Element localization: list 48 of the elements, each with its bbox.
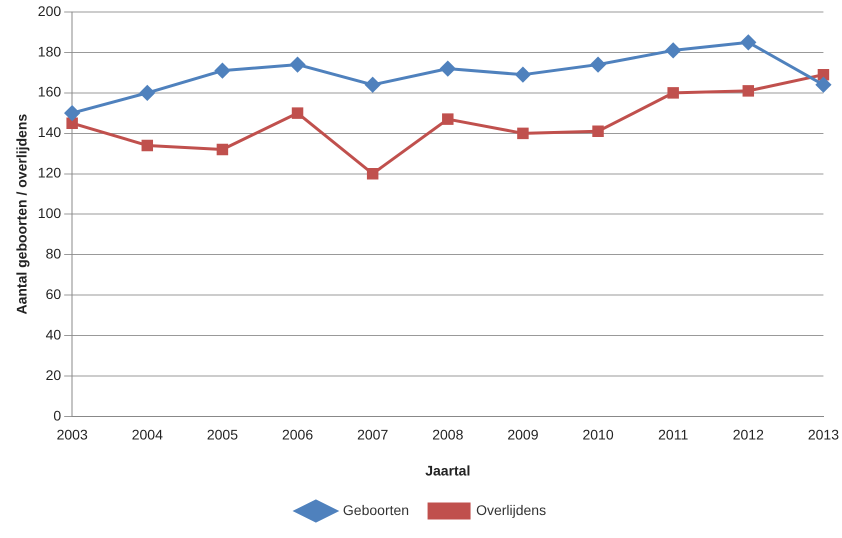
y-tick-label: 0 (53, 407, 62, 424)
x-tick-label: 2005 (206, 426, 238, 443)
x-tick-label: 2003 (56, 426, 88, 443)
point (818, 68, 830, 80)
point (740, 34, 756, 50)
point (592, 126, 604, 138)
point (214, 63, 230, 78)
point (66, 117, 78, 129)
y-axis-title: Aantal geboorten / overlijdens (13, 114, 30, 315)
legend-label: Overlijdens (476, 502, 546, 518)
point (666, 42, 681, 58)
y-tick-label: 100 (38, 205, 62, 222)
y-tick-label: 20 (46, 366, 62, 383)
y-tick-label: 80 (46, 246, 62, 262)
point (667, 87, 679, 99)
x-tick-label: 2004 (132, 426, 164, 443)
point (816, 77, 831, 92)
y-tick-label: 120 (38, 164, 62, 181)
x-tick-label: 2009 (507, 426, 539, 443)
point (742, 85, 754, 97)
y-tick-label: 40 (46, 326, 62, 342)
y-tick-label: 60 (46, 286, 62, 302)
x-tick-label: 2007 (357, 426, 388, 443)
point (440, 61, 456, 76)
legend-label: Geboorten (342, 502, 410, 518)
point (140, 85, 155, 100)
point (365, 77, 380, 92)
point (64, 106, 80, 121)
x-tick-label: 2011 (658, 426, 688, 443)
y-tick-label: 180 (38, 43, 62, 60)
point (590, 57, 606, 72)
point (442, 113, 454, 125)
point (366, 168, 378, 180)
x-tick-label: 2012 (732, 426, 764, 443)
x-tick-label: 2008 (432, 426, 464, 443)
x-tick-label: 2013 (808, 426, 840, 443)
x-tick-label: 2006 (282, 426, 314, 443)
point (517, 128, 529, 140)
y-tick-label: 200 (38, 2, 62, 19)
point (216, 144, 228, 156)
y-tick-label: 160 (38, 84, 62, 100)
x-axis-title: Jaartal (425, 462, 470, 478)
x-tick-label: 2010 (582, 426, 614, 443)
y-tick-label: 140 (38, 124, 62, 140)
point (142, 140, 154, 152)
point (515, 67, 530, 82)
point (290, 57, 306, 72)
point (292, 107, 304, 119)
